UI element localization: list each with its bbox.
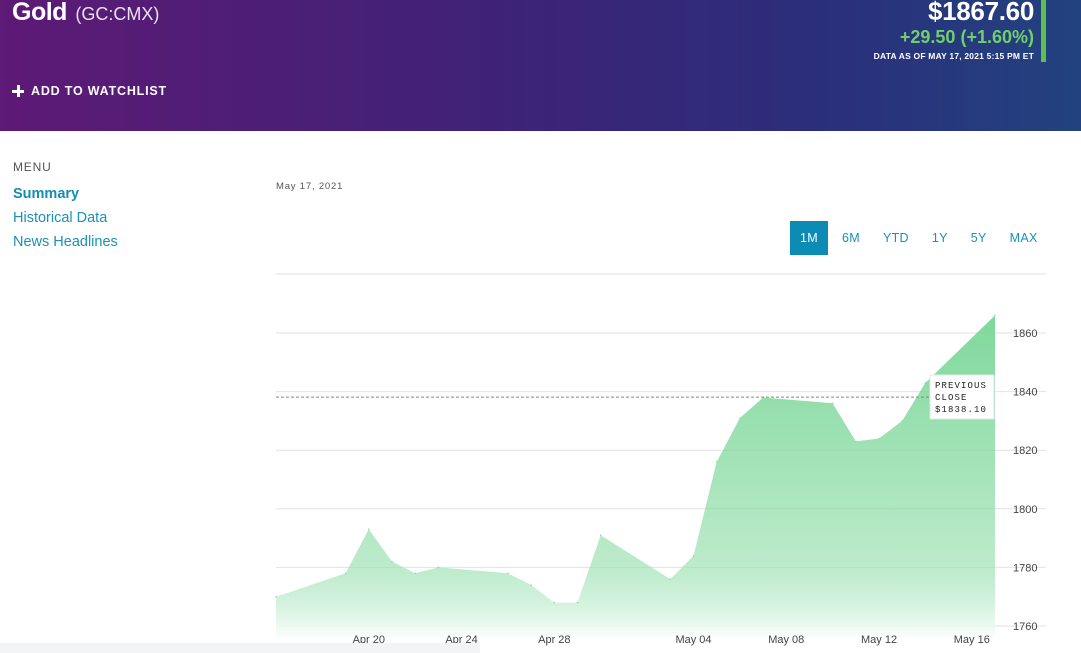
plus-icon: [12, 85, 24, 97]
range-selector: 1M 6M YTD 1Y 5Y MAX: [790, 221, 1052, 255]
previous-close-tooltip: [929, 374, 995, 420]
data-point-may-12: [878, 437, 880, 440]
x-tick-label-may-08: May 08: [768, 634, 804, 646]
data-point-may-17: [994, 314, 996, 317]
x-tick-label-apr-28: Apr 28: [538, 634, 570, 646]
data-timestamp: DATA AS OF MAY 17, 2021 5:15 PM ET: [873, 51, 1034, 61]
x-tick-label-may-04: May 04: [675, 634, 711, 646]
y-tick-label-1860: 1860: [1013, 328, 1037, 340]
data-point-may-10: [831, 402, 834, 405]
previous-close-value: $1838.10: [935, 405, 987, 415]
data-point-apr-20: [368, 528, 370, 531]
data-point-apr-21: [391, 560, 393, 563]
x-tick-label-may-12: May 12: [861, 634, 897, 646]
range-ytd-button[interactable]: YTD: [882, 231, 909, 245]
range-6m-button[interactable]: 6M: [842, 231, 860, 245]
data-point-apr-23: [437, 566, 440, 569]
menu-title: MENU: [13, 160, 52, 174]
quote-header: Gold (GC:CMX) ADD TO WATCHLIST $1867.60 …: [0, 0, 1081, 131]
data-point-may-14: [924, 382, 927, 384]
menu-item-news-headlines[interactable]: News Headlines: [13, 234, 118, 250]
data-point-may-06: [739, 417, 741, 419]
instrument-name: Gold: [12, 0, 67, 26]
menu-item-historical-data[interactable]: Historical Data: [13, 210, 108, 226]
data-point-apr-19: [344, 572, 347, 575]
menu-item-summary[interactable]: Summary: [13, 186, 80, 202]
y-tick-label-1780: 1780: [1013, 562, 1037, 574]
range-1y-button[interactable]: 1Y: [931, 231, 948, 245]
quote-summary: $1867.60 +29.50 (+1.60%) DATA AS OF MAY …: [873, 0, 1035, 61]
instrument-symbol: (GC:CMX): [75, 4, 160, 24]
data-point-apr-22: [414, 572, 417, 575]
range-5y-button[interactable]: 5Y: [970, 231, 987, 245]
data-point-may-11: [855, 440, 857, 443]
add-to-watchlist-button[interactable]: ADD TO WATCHLIST: [12, 84, 167, 98]
footer-strip: [0, 643, 480, 653]
previous-close-label: PREVIOUS: [935, 381, 987, 391]
data-point-apr-30: [599, 534, 602, 536]
data-point-apr-16: [275, 595, 277, 598]
y-tick-label-1820: 1820: [1013, 445, 1037, 457]
price-area: [276, 315, 995, 640]
data-point-may-04: [692, 554, 695, 557]
x-tick-label-may-16: May 16: [954, 634, 990, 646]
price-change: +29.50 (+1.60%): [899, 27, 1034, 47]
data-point-may-03: [669, 578, 672, 580]
last-price: $1867.60: [927, 0, 1034, 26]
instrument-title: Gold (GC:CMX): [12, 0, 159, 27]
data-point-may-05: [715, 461, 718, 463]
range-max-button[interactable]: MAX: [1009, 231, 1038, 245]
data-point-may-13: [901, 420, 903, 422]
y-tick-label-1760: 1760: [1013, 621, 1037, 633]
range-1m-button[interactable]: 1M: [790, 221, 828, 255]
data-point-apr-26: [507, 572, 509, 575]
add-to-watchlist-label: ADD TO WATCHLIST: [31, 84, 167, 98]
previous-close-label-2: CLOSE: [935, 393, 968, 403]
y-tick-label-1800: 1800: [1013, 504, 1037, 516]
chart-date: May 17, 2021: [276, 181, 344, 192]
data-point-apr-27: [530, 584, 532, 586]
data-point-apr-28: [553, 601, 556, 604]
y-tick-label-1840: 1840: [1013, 387, 1037, 399]
positive-change-bar: [1041, 0, 1046, 62]
data-point-apr-29: [576, 601, 579, 604]
